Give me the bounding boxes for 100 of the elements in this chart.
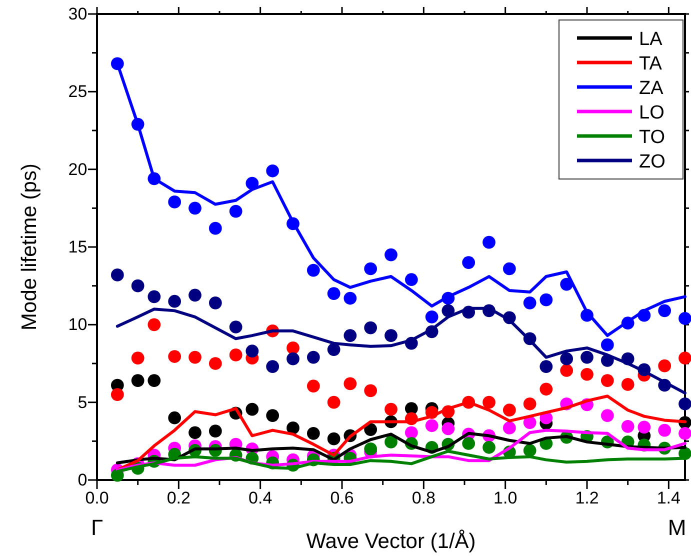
point [286,342,300,354]
point [442,422,455,436]
point [110,388,124,401]
y-tick-label: 25 [68,82,88,102]
point [384,436,398,448]
x-tick-label: 1.2 [575,488,599,508]
point [286,352,300,366]
y-tick-label: 20 [68,160,88,179]
point [246,344,259,358]
point [327,343,340,356]
point [638,420,651,434]
point [540,293,553,306]
legend-label: TO [639,127,666,148]
point [306,264,320,277]
point [327,396,340,409]
x-tick-label: 0.2 [166,488,190,508]
point [306,380,320,392]
point [678,312,691,325]
point [148,374,161,388]
legend-label: ZO [639,152,666,172]
point [229,348,242,362]
point [600,409,614,422]
point [266,164,280,178]
point [168,411,182,424]
point [148,290,161,304]
point [364,262,378,276]
x-tick-label: 1.0 [494,488,518,508]
point [404,273,418,286]
point [678,352,691,364]
point [188,202,202,215]
point [306,350,320,364]
point [384,402,398,416]
point [580,350,594,364]
point [188,350,202,364]
point [540,382,553,396]
point [344,377,357,390]
text: Γ [90,515,104,540]
point [364,423,378,436]
point [384,248,398,262]
y-tick-label: 0 [78,470,88,490]
y-axis-title: Mode lifetime (ps) [18,164,41,330]
point [131,352,144,364]
point [168,294,182,308]
point [188,288,202,302]
y-tick-label: 5 [78,392,88,412]
point [188,426,202,440]
point [266,409,280,422]
point [678,426,691,440]
point [246,176,259,190]
legend-label: LA [639,29,663,50]
text: M [668,515,686,540]
point [148,318,161,332]
point [110,268,124,282]
point [344,329,357,342]
point [229,204,242,218]
point [229,320,242,334]
x-tick-label: 0.4 [248,488,272,508]
x-tick-label: 1.4 [656,488,680,508]
point [208,357,222,370]
x-tick-label: 0.8 [412,488,436,508]
point [621,378,634,391]
legend-label: TA [639,54,662,74]
point [523,296,536,310]
point [482,236,496,249]
point [327,287,340,300]
x-tick-label: 0.0 [85,488,109,508]
point [327,432,340,446]
point [502,262,516,276]
point [425,419,438,432]
point [364,321,378,334]
point [168,196,182,208]
point [621,420,634,433]
point [502,404,516,417]
x-axis-title: Wave Vector (1/Å) [306,529,476,553]
point [266,360,280,374]
point [462,256,476,269]
point [306,426,320,440]
point [246,402,259,416]
y-tick-label: 15 [68,237,88,256]
legend-label: ZA [639,78,664,99]
point [523,397,536,410]
point [600,374,614,388]
point [678,397,691,410]
point [131,279,144,292]
point [523,444,536,457]
point [286,422,300,434]
point [364,384,378,398]
point [502,422,516,434]
point [404,426,418,440]
point [658,304,672,318]
point [131,374,144,388]
point [560,364,574,377]
legend-label: LO [639,102,664,124]
point [168,350,182,363]
point [658,424,672,437]
y-tick-label: 10 [68,315,88,334]
point [540,360,553,374]
x-tick-label: 0.6 [330,488,354,508]
point [208,222,222,235]
point [482,440,496,454]
